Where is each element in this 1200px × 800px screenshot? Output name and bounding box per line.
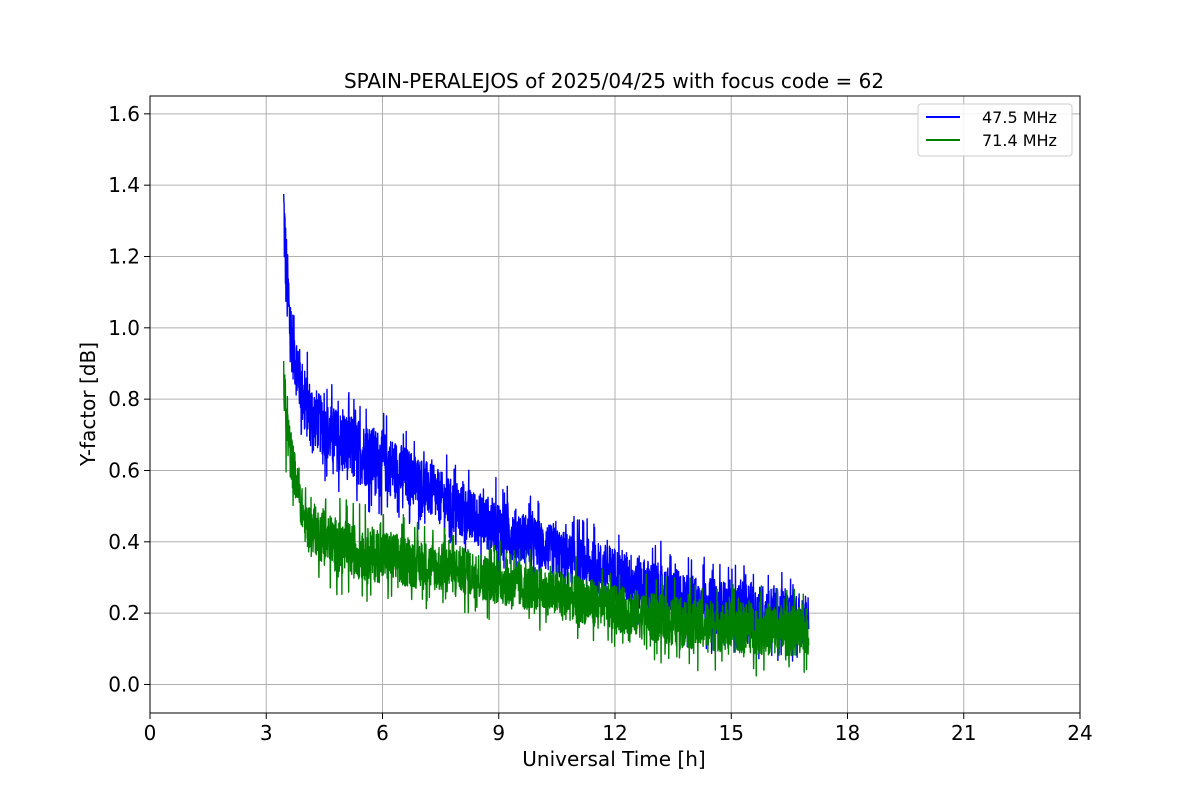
legend-label-47-5-mhz: 47.5 MHz <box>982 108 1057 127</box>
legend: 47.5 MHz 71.4 MHz <box>917 103 1073 157</box>
x-tick-label: 0 <box>144 721 157 745</box>
x-axis-label: Universal Time [h] <box>522 747 705 771</box>
x-tick-label: 15 <box>719 721 744 745</box>
y-tick-label: 0.8 <box>108 387 140 411</box>
y-tick-label: 0.0 <box>108 672 140 696</box>
y-tick-label: 0.4 <box>108 530 140 554</box>
x-tick-label: 12 <box>602 721 627 745</box>
y-tick-label: 1.4 <box>108 173 140 197</box>
x-tick-label: 18 <box>835 721 860 745</box>
y-tick-label: 1.0 <box>108 316 140 340</box>
y-tick-label: 1.2 <box>108 244 140 268</box>
chart-title: SPAIN-PERALEJOS of 2025/04/25 with focus… <box>344 69 884 93</box>
x-tick-label: 3 <box>260 721 273 745</box>
legend-label-71-4-mhz: 71.4 MHz <box>982 131 1057 150</box>
y-tick-label: 1.6 <box>108 102 140 126</box>
y-tick-label: 0.6 <box>108 458 140 482</box>
x-tick-label: 6 <box>376 721 389 745</box>
series-line-1 <box>282 361 810 677</box>
x-tick-label: 9 <box>492 721 505 745</box>
x-tick-label: 24 <box>1067 721 1092 745</box>
y-axis-label: Y-factor [dB] <box>76 342 100 467</box>
series-layer <box>282 194 810 677</box>
series-line-0 <box>282 194 810 662</box>
x-tick-label: 21 <box>951 721 976 745</box>
y-tick-label: 0.2 <box>108 601 140 625</box>
ticks: 0 3 6 9 12 15 18 21 24 0.0 0.2 0.4 0.6 0.8 1.0 1.2 1.4 1.… <box>108 102 1093 745</box>
